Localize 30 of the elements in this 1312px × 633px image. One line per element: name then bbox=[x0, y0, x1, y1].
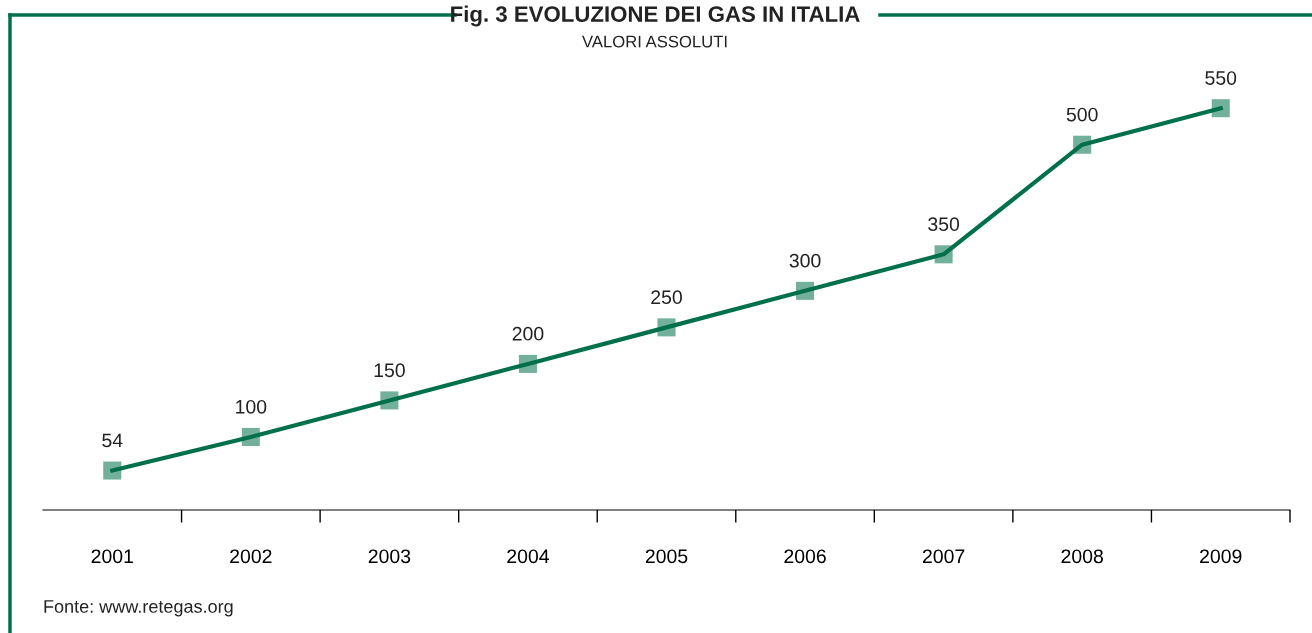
x-tick-label: 2004 bbox=[507, 549, 550, 564]
x-tick-label: 2009 bbox=[1200, 549, 1242, 564]
x-tick-label: 2008 bbox=[1061, 549, 1103, 564]
data-label: 100 bbox=[236, 399, 267, 414]
x-tick-label: 2005 bbox=[645, 549, 688, 564]
data-label: 250 bbox=[651, 290, 682, 305]
chart-subtitle: VALORI ASSOLUTI bbox=[582, 35, 727, 48]
point bbox=[657, 318, 676, 337]
source-note: Fonte: www.retegas.org bbox=[44, 600, 233, 617]
x-tick-label: 2002 bbox=[230, 549, 272, 564]
point bbox=[518, 354, 537, 373]
data-label: 300 bbox=[789, 253, 821, 268]
point bbox=[241, 427, 260, 446]
x-tick-label: 2007 bbox=[922, 549, 965, 564]
point bbox=[1211, 99, 1230, 118]
point bbox=[1073, 135, 1092, 154]
x-tick-label: 2001 bbox=[91, 549, 133, 564]
chart-title: Fig. 3 EVOLUZIONE DEI GAS IN ITALIA bbox=[451, 5, 860, 27]
data-label: 54 bbox=[102, 433, 123, 448]
data-label: 200 bbox=[512, 326, 544, 341]
data-label: 150 bbox=[374, 363, 405, 378]
data-label: 550 bbox=[1205, 71, 1237, 85]
point bbox=[934, 245, 953, 264]
data-label: 350 bbox=[928, 217, 960, 232]
x-tick-label: 2006 bbox=[784, 549, 826, 564]
data-label: 500 bbox=[1066, 107, 1098, 122]
point bbox=[796, 281, 815, 300]
point bbox=[103, 461, 122, 480]
point bbox=[380, 391, 399, 410]
x-tick-label: 2003 bbox=[368, 549, 411, 564]
